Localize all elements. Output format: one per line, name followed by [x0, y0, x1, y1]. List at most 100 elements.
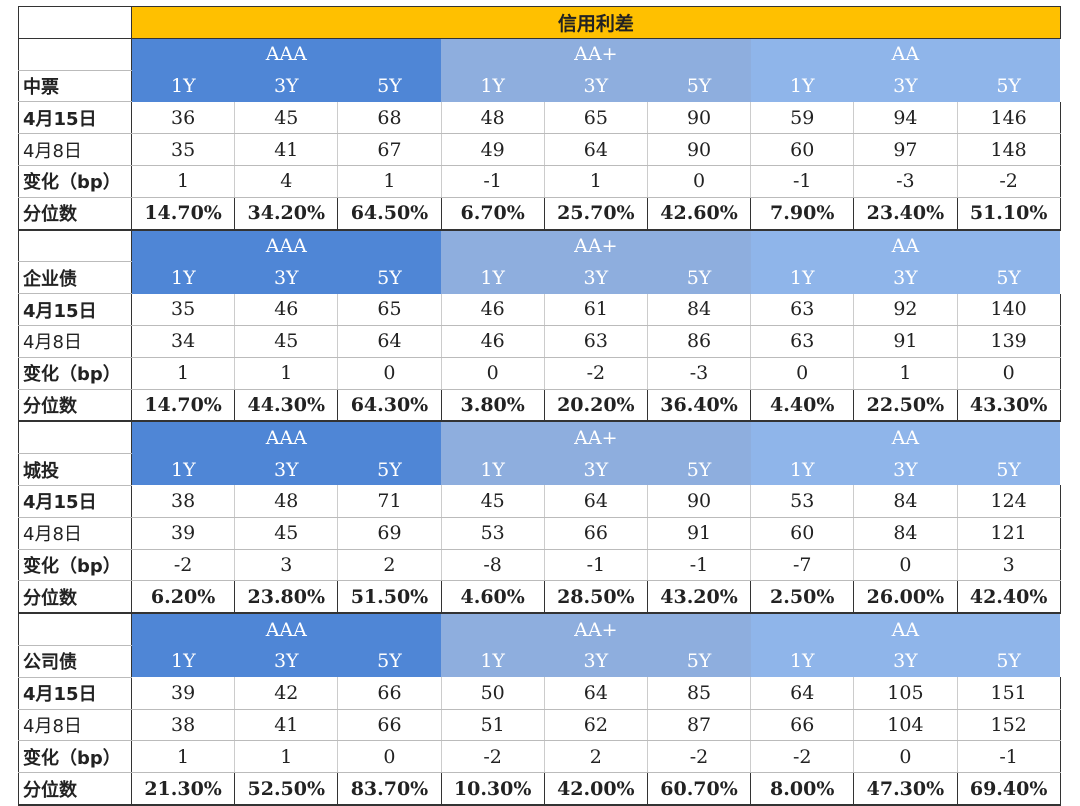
value-cell: 0: [337, 357, 442, 390]
value-cell: 0: [647, 165, 752, 198]
value-cell: 64: [544, 485, 648, 518]
value-cell: 35: [131, 133, 236, 166]
grade-band-cell: [337, 421, 442, 454]
value-cell: 91: [853, 325, 958, 358]
value-cell: 0: [853, 549, 958, 582]
value-cell: 45: [234, 517, 339, 550]
grade-header-row: AAA AA+ AA: [18, 229, 1061, 263]
tenor-label: 1Y: [750, 70, 854, 102]
row-label-percentile: 分位数: [18, 389, 132, 423]
row-label-previous: 4月8日: [18, 709, 132, 742]
value-cell: 1: [234, 740, 339, 774]
value-cell: 14.70%: [131, 197, 236, 231]
tenor-label: 5Y: [957, 453, 1061, 486]
value-cell: 51.10%: [957, 197, 1061, 231]
value-cell: 41: [234, 709, 339, 742]
data-row-change: 变化（bp） 1 4 1 -1 1 0 -1 -3 -2: [18, 165, 1061, 198]
value-cell: 84: [647, 293, 752, 326]
grade-band-cell: [337, 38, 442, 71]
data-row-current: 4月15日 38 48 71 45 64 90 53 84 124: [18, 485, 1061, 518]
value-cell: 67: [337, 133, 442, 166]
value-cell: 4.60%: [441, 580, 545, 615]
value-cell: 64: [544, 133, 648, 166]
tenor-label: 1Y: [441, 70, 545, 102]
value-cell: 14.70%: [131, 389, 236, 423]
value-cell: 66: [544, 517, 648, 550]
row-label-change: 变化（bp）: [18, 165, 132, 198]
value-cell: -2: [441, 740, 545, 774]
grade-band-cell: [647, 38, 751, 71]
value-cell: 47.30%: [853, 772, 958, 806]
value-cell: -2: [544, 357, 648, 390]
tenor-header-row: 中票 1Y 3Y 5Y 1Y 3Y 5Y 1Y 3Y 5Y: [18, 70, 1061, 103]
value-cell: 104: [853, 709, 958, 742]
value-cell: -2: [957, 165, 1061, 198]
value-cell: 22.50%: [853, 389, 958, 423]
tenor-label: 3Y: [853, 645, 957, 678]
data-row-percentile: 分位数 21.30% 52.50% 83.70% 10.30% 42.00% 60.70% 8…: [18, 772, 1061, 806]
tenor-label: 3Y: [544, 645, 648, 678]
value-cell: 71: [337, 485, 442, 518]
value-cell: 62: [544, 709, 648, 742]
value-cell: 90: [647, 101, 752, 135]
value-cell: 2: [337, 549, 442, 582]
tenor-label: 3Y: [234, 645, 338, 678]
value-cell: 61: [544, 293, 648, 326]
value-cell: 3.80%: [441, 389, 545, 423]
value-cell: 60: [750, 133, 855, 166]
tenor-label: 3Y: [234, 70, 338, 102]
tenor-label: 5Y: [337, 261, 442, 294]
tenor-label: 5Y: [337, 645, 442, 678]
value-cell: 91: [647, 517, 752, 550]
value-cell: 85: [647, 677, 752, 710]
value-cell: 53: [750, 485, 855, 518]
data-row-change: 变化（bp） 1 1 0 -2 2 -2 -2 0 -1: [18, 740, 1061, 774]
data-row-percentile: 分位数 14.70% 34.20% 64.50% 6.70% 25.70% 42.60% 7.…: [18, 197, 1061, 231]
value-cell: 45: [441, 485, 545, 518]
tenor-header-row: 城投 1Y 3Y 5Y 1Y 3Y 5Y 1Y 3Y 5Y: [18, 453, 1061, 486]
value-cell: 87: [647, 709, 752, 742]
value-cell: 38: [131, 709, 236, 742]
value-cell: 51.50%: [337, 580, 442, 615]
value-cell: 25.70%: [544, 197, 648, 231]
value-cell: -1: [957, 740, 1061, 774]
tenor-label: 5Y: [957, 70, 1061, 102]
value-cell: 2.50%: [750, 580, 855, 615]
value-cell: 21.30%: [131, 772, 236, 806]
value-cell: 121: [957, 517, 1061, 550]
value-cell: 94: [853, 101, 958, 135]
row-label-percentile: 分位数: [18, 580, 132, 615]
grade-band-cell: [131, 613, 235, 646]
tenor-label: 1Y: [131, 261, 235, 294]
grade-band-cell: [441, 38, 545, 71]
value-cell: 86: [647, 325, 752, 358]
data-row-change: 变化（bp） -2 3 2 -8 -1 -1 -7 0 3: [18, 549, 1061, 582]
value-cell: 60.70%: [647, 772, 752, 806]
tenor-label: 3Y: [544, 70, 648, 102]
value-cell: -7: [750, 549, 855, 582]
value-cell: 42.40%: [957, 580, 1061, 615]
value-cell: 2: [544, 740, 648, 774]
section-name: 公司债: [18, 645, 132, 678]
tenor-label: 3Y: [544, 453, 648, 486]
value-cell: 97: [853, 133, 958, 166]
tenor-header-row: 公司债 1Y 3Y 5Y 1Y 3Y 5Y 1Y 3Y 5Y: [18, 645, 1061, 678]
value-cell: 42: [234, 677, 339, 710]
corner-cell: [18, 6, 132, 39]
tenor-label: 5Y: [957, 645, 1061, 678]
tenor-label: 3Y: [853, 453, 957, 486]
value-cell: 146: [957, 101, 1061, 135]
value-cell: 44.30%: [234, 389, 339, 423]
value-cell: 1: [131, 740, 236, 774]
grade-band-cell: [337, 613, 442, 646]
value-cell: 1: [544, 165, 648, 198]
value-cell: 90: [647, 133, 752, 166]
value-cell: 23.80%: [234, 580, 339, 615]
table-body: 信用利差 AAA AA+ AA 中票 1Y 3Y 5Y 1Y 3Y 5Y 1Y 3Y 5Y 4月15日 36…: [18, 6, 1061, 806]
grade-band-cell: [750, 38, 854, 71]
data-row-percentile: 分位数 6.20% 23.80% 51.50% 4.60% 28.50% 43.20% 2.5…: [18, 580, 1061, 615]
value-cell: 124: [957, 485, 1061, 518]
value-cell: 66: [337, 709, 442, 742]
value-cell: 51: [441, 709, 545, 742]
value-cell: -3: [647, 357, 752, 390]
